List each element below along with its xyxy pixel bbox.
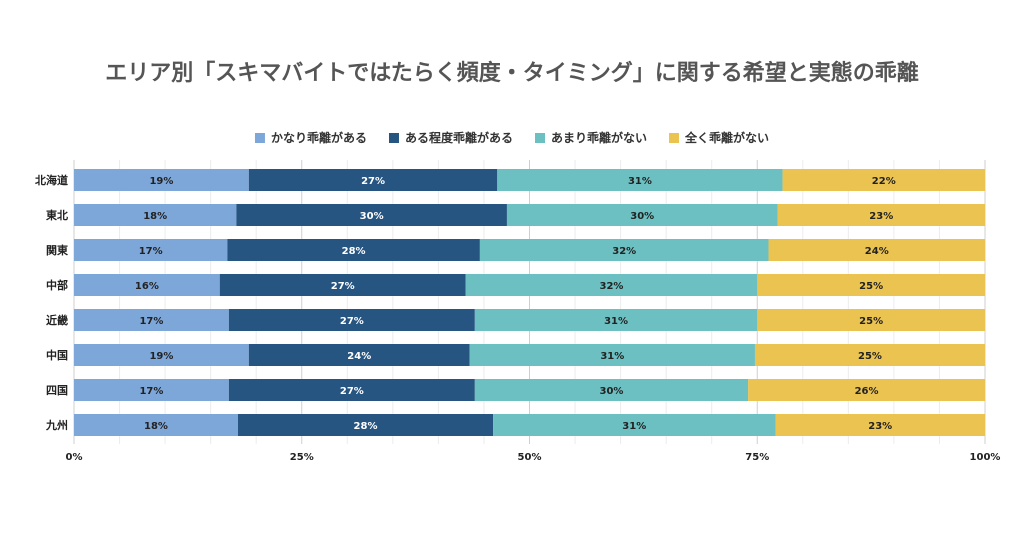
bars: 19% 27% 31% 22% 18% 30% 30% 23% 17% 28% 32% 24% 16% 2… <box>74 169 985 436</box>
bar-segment-3-5 <box>474 309 758 331</box>
category-label: 九州 <box>45 418 68 432</box>
category-label: 四国 <box>46 384 68 397</box>
legend-item-3: あまり乖離がない <box>535 130 647 145</box>
data-label: 25% <box>859 281 883 292</box>
legend-swatch <box>535 133 545 143</box>
data-label: 23% <box>869 211 893 222</box>
category-label: 中国 <box>46 348 68 362</box>
legend-swatch <box>669 133 680 143</box>
category-label: 東北 <box>46 208 68 222</box>
legend-label: かなり乖離がある <box>271 130 367 145</box>
bar-segment-2-3 <box>227 239 480 261</box>
legend-label: 全く乖離がない <box>684 130 769 145</box>
category-label: 北海道 <box>35 173 68 187</box>
legend-label: ある程度乖離がある <box>405 130 513 145</box>
data-label: 31% <box>600 351 624 362</box>
bar-segment-3-4 <box>465 274 758 296</box>
bar-segment-2-6 <box>248 344 470 366</box>
bar-segment-1-6 <box>74 344 249 366</box>
legend-item-4: 全く乖離がない <box>669 130 769 145</box>
data-label: 27% <box>340 386 364 397</box>
x-tick-label: 100% <box>970 452 1001 463</box>
data-label: 17% <box>139 246 163 257</box>
legend: かなり乖離がある ある程度乖離がある あまり乖離がない 全く乖離がない <box>254 130 769 145</box>
bar-segment-1-8 <box>74 414 238 436</box>
bar-segment-3-3 <box>479 239 769 261</box>
bar-segment-1-5 <box>74 309 229 331</box>
chart-title: エリア別「スキマバイトではたらく頻度・タイミング」に関する希望と実態の乖離 <box>105 60 919 86</box>
legend-item-2: ある程度乖離がある <box>388 130 513 145</box>
bar-segment-2-2 <box>236 204 507 226</box>
legend-swatch <box>388 133 399 143</box>
data-label: 24% <box>347 351 371 362</box>
x-tick-label: 25% <box>290 452 314 463</box>
bar-segment-4-3 <box>768 239 985 261</box>
category-label: 中部 <box>46 278 68 292</box>
data-label: 19% <box>149 351 173 362</box>
data-label: 30% <box>630 211 654 222</box>
data-label: 18% <box>143 211 167 222</box>
bar-segment-1-3 <box>74 239 228 261</box>
data-label: 30% <box>360 211 384 222</box>
data-label: 17% <box>139 316 163 327</box>
bar-segment-2-4 <box>219 274 466 296</box>
bar-segment-4-8 <box>775 414 985 436</box>
data-label: 18% <box>144 421 168 432</box>
data-label: 23% <box>868 421 892 432</box>
category-label: 関東 <box>46 243 69 257</box>
data-label: 28% <box>354 421 378 432</box>
bar-segment-4-2 <box>777 204 985 226</box>
data-label: 31% <box>628 176 652 187</box>
data-label: 25% <box>859 316 883 327</box>
bar-segment-2-1 <box>248 169 498 191</box>
bar-segment-1-2 <box>74 204 237 226</box>
bar-segment-1-4 <box>74 274 220 296</box>
data-label: 25% <box>858 351 882 362</box>
bar-segment-4-4 <box>757 274 985 296</box>
bar-segment-3-1 <box>497 169 783 191</box>
category-label: 近畿 <box>46 313 68 327</box>
bar-segment-2-5 <box>228 309 475 331</box>
bar-segment-3-8 <box>493 414 776 436</box>
data-label: 27% <box>361 176 385 187</box>
data-label: 32% <box>600 281 624 292</box>
data-label: 24% <box>865 246 889 257</box>
data-label: 27% <box>331 281 355 292</box>
bar-segment-3-6 <box>469 344 755 366</box>
x-tick-label: 75% <box>745 452 769 463</box>
bar-segment-2-7 <box>228 379 475 401</box>
grid-lines <box>73 160 986 444</box>
bar-segment-2-8 <box>237 414 494 436</box>
bar-segment-1-7 <box>74 379 229 401</box>
legend-label: あまり乖離がない <box>551 130 647 145</box>
data-label: 31% <box>622 421 646 432</box>
bar-segment-4-5 <box>757 309 985 331</box>
x-axis-tick-labels: 0% 25% 50% 75% 100% <box>66 452 1001 463</box>
bar-segment-4-6 <box>754 344 985 366</box>
data-label: 17% <box>139 386 163 397</box>
x-tick-label: 50% <box>518 452 542 463</box>
x-tick-label: 0% <box>66 452 83 463</box>
data-label: 16% <box>135 281 159 292</box>
data-label: 19% <box>149 176 173 187</box>
legend-item-1: かなり乖離がある <box>254 130 367 145</box>
bar-segment-3-2 <box>506 204 778 226</box>
data-label: 27% <box>340 316 364 327</box>
data-label: 30% <box>600 386 624 397</box>
data-label: 26% <box>855 386 879 397</box>
bar-segment-4-7 <box>748 379 985 401</box>
bar-segment-4-1 <box>782 169 985 191</box>
bar-segment-1-1 <box>74 169 249 191</box>
data-label: 31% <box>604 316 628 327</box>
data-label: 28% <box>342 246 366 257</box>
data-label: 22% <box>872 176 896 187</box>
legend-swatch <box>254 133 265 143</box>
data-label: 32% <box>612 246 636 257</box>
bar-segment-3-7 <box>474 379 749 401</box>
